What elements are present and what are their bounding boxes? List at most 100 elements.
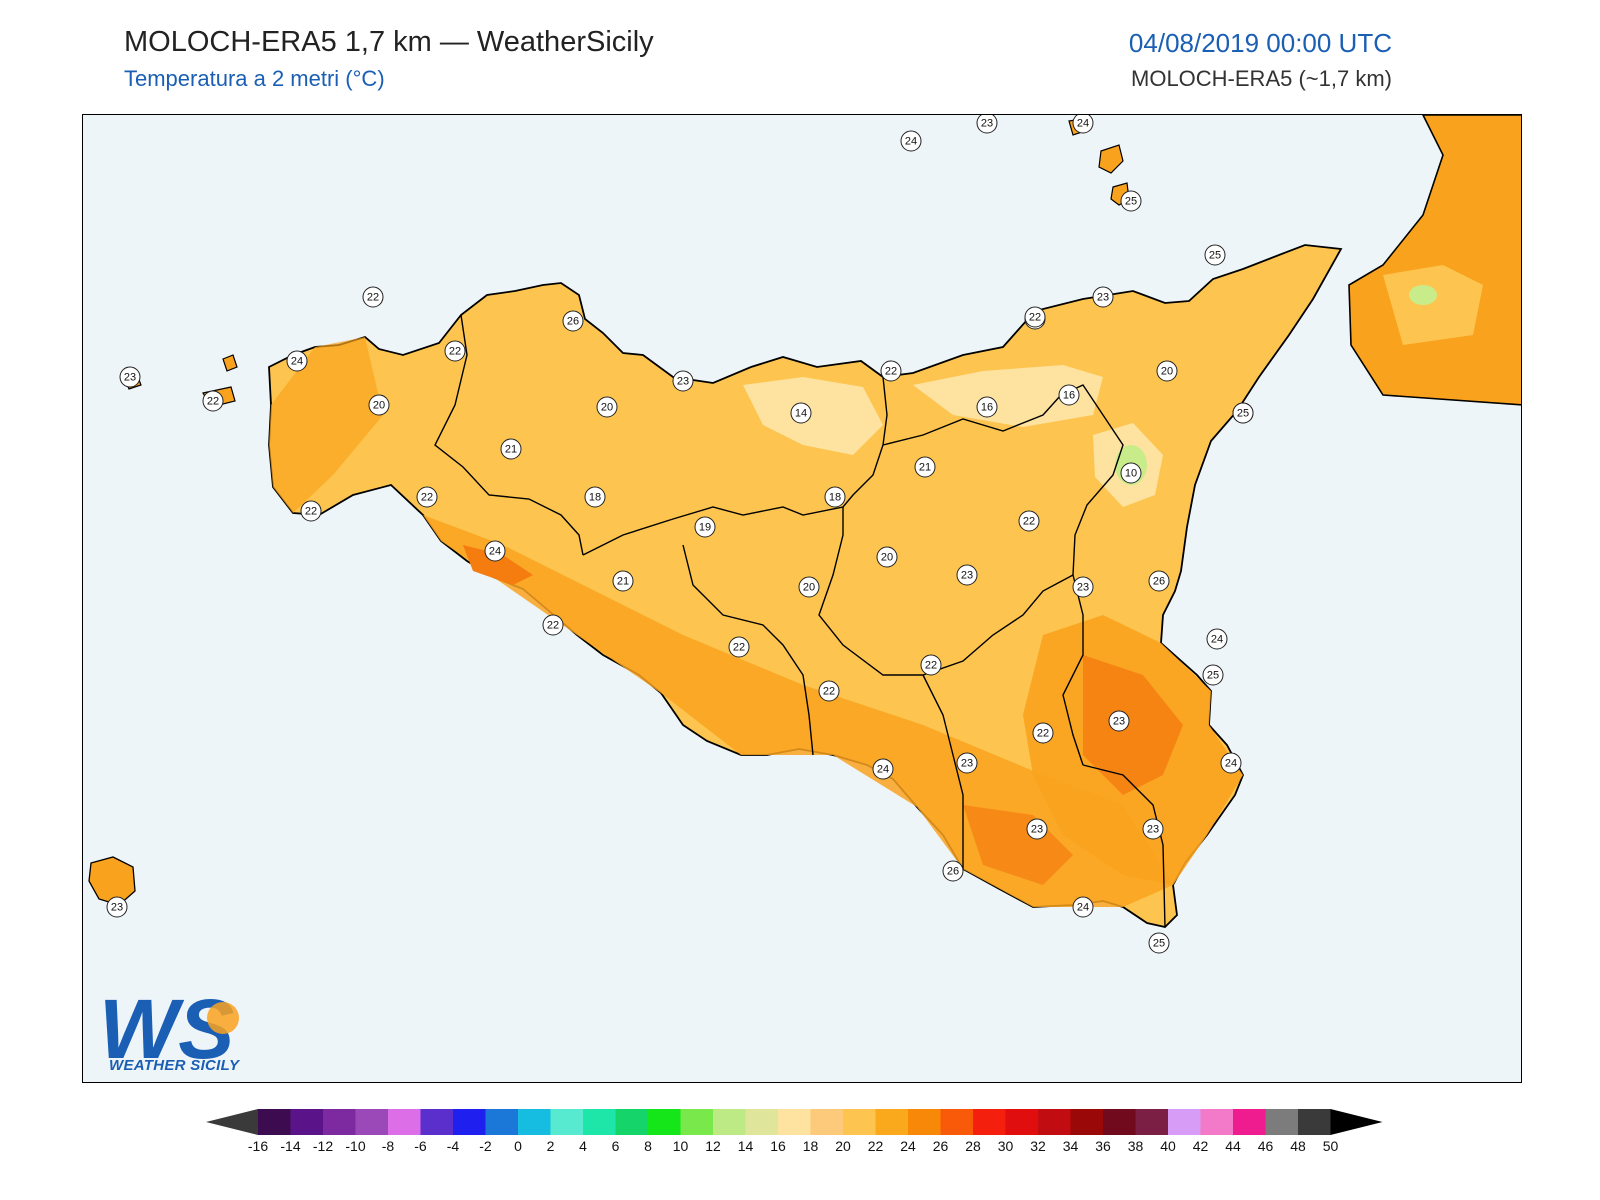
station-marker: 21	[612, 570, 634, 592]
station-circle	[1148, 932, 1170, 954]
station-circle	[500, 438, 522, 460]
station-value: 22	[421, 492, 433, 504]
station-marker: 23	[119, 366, 141, 388]
station-value: 23	[961, 570, 973, 582]
station-circle	[818, 680, 840, 702]
station-marker: 16	[1058, 384, 1080, 406]
station-value: 22	[367, 292, 379, 304]
station-circle	[1092, 286, 1114, 308]
station-marker: 21	[500, 438, 522, 460]
station-marker: 24	[872, 758, 894, 780]
station-value: 24	[877, 764, 889, 776]
colorbar-cell	[908, 1109, 941, 1135]
colorbar-cell	[1070, 1109, 1104, 1135]
colorbar-tick-label: 34	[1062, 1138, 1079, 1154]
colorbar-cell	[1200, 1109, 1234, 1135]
station-value: 14	[795, 408, 807, 420]
station-marker: 20	[596, 396, 618, 418]
colorbar-cell	[1005, 1109, 1039, 1135]
station-marker: 22	[1018, 510, 1040, 532]
station-value: 20	[803, 582, 815, 594]
station-value: 22	[547, 620, 559, 632]
colorbar-cell	[1103, 1109, 1136, 1135]
calabria-cold-spot	[1409, 285, 1437, 305]
logo-caption: WEATHER SICILY	[109, 1057, 240, 1074]
hot-spot-ragusa	[963, 805, 1073, 885]
colorbar-tick-label: 38	[1127, 1138, 1144, 1154]
colorbar-tick-label: 44	[1225, 1138, 1241, 1154]
station-marker: 23	[672, 370, 694, 392]
station-marker: 22	[542, 614, 564, 636]
colorbar-tick-label: -16	[247, 1138, 269, 1154]
station-circle	[728, 636, 750, 658]
station-value: 20	[881, 552, 893, 564]
colorbar-tick-label: 48	[1290, 1138, 1306, 1154]
station-value: 26	[567, 316, 579, 328]
station-marker: 24	[1072, 896, 1094, 918]
station-marker: 25	[1120, 190, 1142, 212]
colorbar-tick-label: 4	[579, 1138, 587, 1154]
island-levanzo	[222, 354, 238, 372]
station-marker: 23	[1108, 710, 1130, 732]
colorbar-tick-label: 26	[932, 1138, 949, 1154]
station-marker: 23	[1142, 818, 1164, 840]
station-marker: 22	[444, 340, 466, 362]
station-marker: 22	[416, 486, 438, 508]
map-title: MOLOCH-ERA5 1,7 km — WeatherSicily	[124, 26, 654, 58]
colorbar-cell	[290, 1109, 324, 1135]
cool-zone-nebrodi	[913, 365, 1103, 427]
map-canvas: 23 24 23 24 25 25 22 26 22 24 23 22 20 20 23 14 22 23 22 16…	[88, 115, 1521, 954]
colorbar-cell	[388, 1109, 421, 1135]
station-marker: 22	[362, 286, 384, 308]
station-marker: 24	[900, 130, 922, 152]
colorbar-tick-label: 30	[997, 1138, 1014, 1154]
station-circle	[202, 390, 224, 412]
station-circle	[106, 896, 128, 918]
colorbar	[206, 1109, 1383, 1135]
colorbar-max-arrow	[1330, 1109, 1383, 1135]
colorbar-cell	[355, 1109, 389, 1135]
colorbar-tick-label: -2	[479, 1138, 492, 1154]
station-marker: 14	[790, 402, 812, 424]
colorbar-tick-label: 36	[1095, 1138, 1111, 1154]
station-value: 22	[925, 660, 937, 672]
station-circle	[942, 860, 964, 882]
colorbar-tick-label: -8	[381, 1138, 395, 1154]
station-marker: 25	[1148, 932, 1170, 954]
station-value: 23	[1031, 824, 1043, 836]
colorbar-tick-label: 8	[644, 1138, 652, 1154]
station-circle	[1156, 360, 1178, 382]
colorbar-cell	[1168, 1109, 1201, 1135]
station-marker: 24	[286, 350, 308, 372]
station-circle	[1018, 510, 1040, 532]
station-circle	[1220, 752, 1242, 774]
station-marker: 26	[1148, 570, 1170, 592]
station-marker: 20	[1156, 360, 1178, 382]
station-value: 24	[1077, 902, 1089, 914]
colorbar-cell	[1135, 1109, 1169, 1135]
colorbar-tick-label: 22	[867, 1138, 884, 1154]
colorbar-cell	[518, 1109, 551, 1135]
colorbar-cell	[1233, 1109, 1266, 1135]
station-circle	[798, 576, 820, 598]
station-value: 25	[1237, 408, 1249, 420]
station-circle	[286, 350, 308, 372]
colorbar-cell	[648, 1109, 681, 1135]
station-marker: 26	[942, 860, 964, 882]
station-marker: 24	[1206, 628, 1228, 650]
station-value: 25	[1153, 938, 1165, 950]
station-circle	[119, 366, 141, 388]
station-circle	[914, 456, 936, 478]
station-circle	[416, 486, 438, 508]
colorbar-cell	[713, 1109, 746, 1135]
colorbar-tick-label: -4	[446, 1138, 460, 1154]
station-marker: 24	[1072, 115, 1094, 134]
island-lipari	[1098, 144, 1124, 174]
station-value: 24	[1211, 634, 1223, 646]
map-datetime: 04/08/2019 00:00 UTC	[1128, 28, 1392, 58]
station-value: 25	[1209, 250, 1221, 262]
colorbar-tick-label: -6	[414, 1138, 427, 1154]
map-panel[interactable]: 23 24 23 24 25 25 22 26 22 24 23 22 20 20 23 14 22 23 22 16…	[82, 114, 1522, 1083]
station-value: 24	[1225, 758, 1237, 770]
station-circle	[562, 310, 584, 332]
